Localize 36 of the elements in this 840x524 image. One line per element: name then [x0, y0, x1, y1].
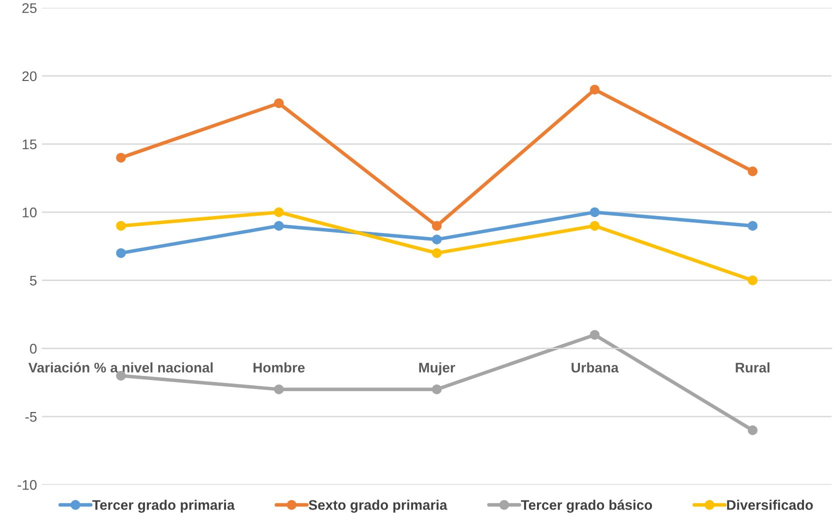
legend-label: Sexto grado primaria [308, 500, 448, 513]
point [274, 384, 284, 394]
point [748, 425, 758, 436]
x-tick-label: Rural [736, 362, 770, 373]
point [116, 152, 126, 163]
y-tick-label: 15 [22, 140, 37, 150]
point [432, 248, 442, 258]
x-tick-label: Mujer [419, 362, 456, 376]
legend-label: Tercer grado primaria [92, 500, 235, 513]
point [432, 234, 442, 244]
point [432, 384, 442, 394]
y-tick-label: -5 [25, 412, 37, 422]
point [432, 220, 442, 231]
x-tick-label: Hombre [254, 362, 305, 373]
point [274, 220, 284, 231]
y-tick-label: 10 [22, 208, 37, 218]
point [274, 207, 284, 218]
point [116, 248, 126, 258]
point [274, 98, 284, 108]
point [116, 220, 126, 231]
point [748, 220, 758, 231]
point [590, 330, 600, 340]
legend-label: Diversificado [727, 500, 813, 510]
y-tick-label: 0 [30, 344, 37, 354]
legend-label: Tercer grado básico [520, 500, 652, 513]
point [748, 166, 758, 176]
y-tick-label: 25 [22, 3, 37, 14]
y-tick-label: 20 [22, 71, 37, 82]
point [590, 84, 600, 94]
x-tick-label: Variación % a nivel nacional [28, 362, 213, 373]
y-tick-label: 5 [30, 276, 37, 286]
point [748, 275, 758, 286]
y-tick-label: -10 [18, 480, 37, 490]
x-tick-label: Urbana [572, 362, 619, 373]
point [590, 207, 600, 218]
point [590, 220, 600, 231]
